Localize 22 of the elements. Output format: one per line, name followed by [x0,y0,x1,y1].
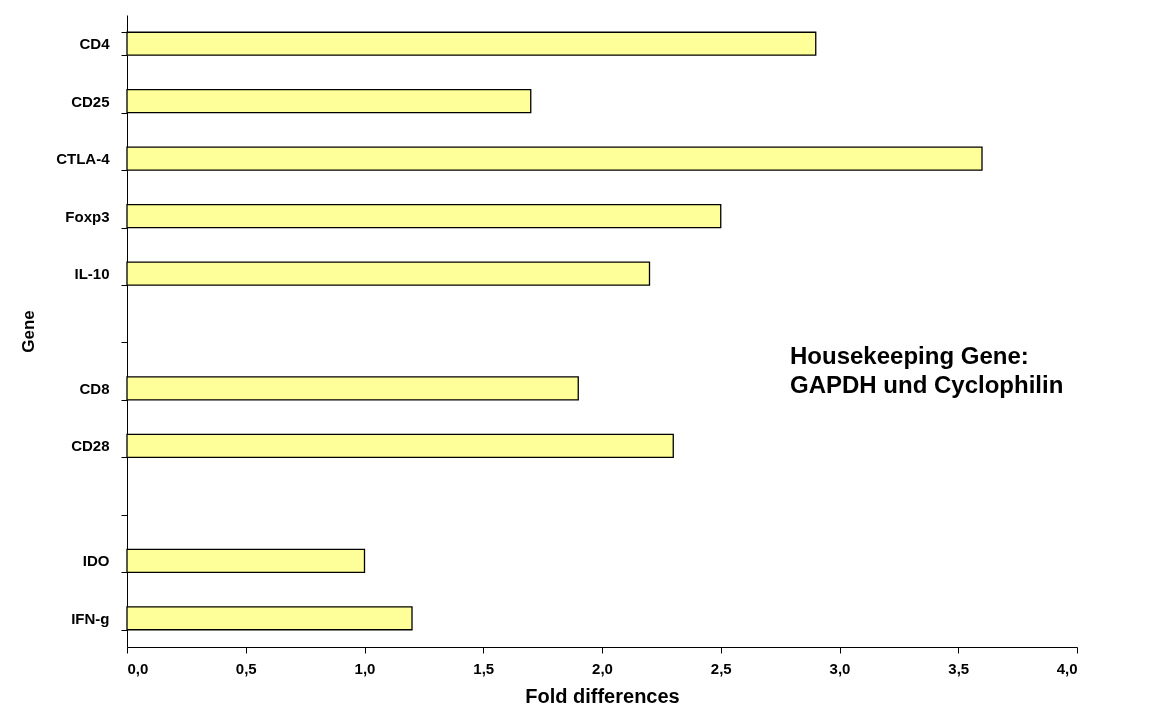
y-tick-label: Foxp3 [65,207,110,225]
y-tick-label: CD8 [79,379,110,397]
x-tick-label: 4,0 [1056,659,1078,677]
y-axis-title: Gene [19,310,39,353]
y-tick-label: CD28 [71,437,110,455]
x-tick-label: 3,0 [829,659,851,677]
x-tick-label: 0,5 [235,659,257,677]
y-tick-label: IL-10 [74,265,110,283]
x-tick-label: 2,5 [710,659,732,677]
y-tick-label: CD25 [71,92,110,110]
y-tick-label: IDO [82,552,110,570]
x-tick-label: 0,0 [127,659,149,677]
x-tick-label: 2,0 [592,659,613,677]
x-tick-label: 1,5 [473,659,495,677]
y-tick-label: CTLA-4 [56,150,111,168]
y-tick-label: IFN-g [71,609,110,627]
x-axis-title: Fold differences [525,684,680,707]
annotation: GAPDH und Cyclophilin [790,371,1064,398]
x-tick-label: 1,0 [354,659,376,677]
x-tick-label: 3,5 [948,659,970,677]
y-tick-label: CD4 [79,35,111,53]
annotation: Housekeeping Gene: [790,342,1029,369]
